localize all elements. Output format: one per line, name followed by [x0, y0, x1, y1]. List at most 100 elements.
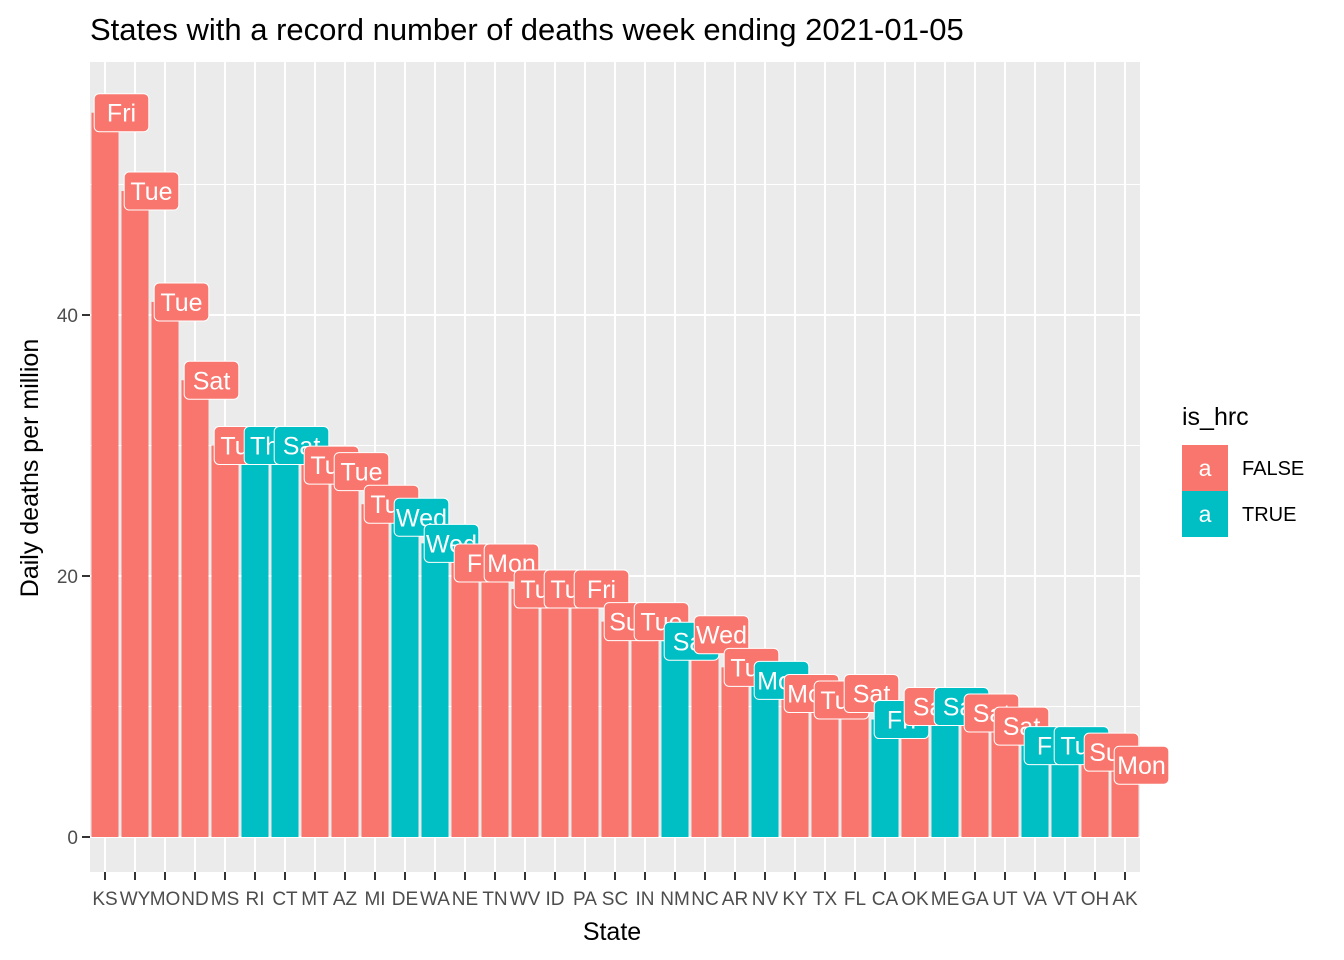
x-tick-label-AR: AR [722, 889, 748, 910]
bar-label-MO: Tue [153, 282, 210, 322]
y-axis: 0 20 40 [57, 306, 90, 849]
legend-key [1182, 445, 1228, 491]
y-axis-title: Daily deaths per million [16, 339, 44, 597]
x-tick-label-TN: TN [482, 889, 507, 910]
bar-ND [181, 380, 209, 837]
x-tick-label-FL: FL [844, 889, 866, 910]
x-tick-label-NM: NM [660, 889, 690, 910]
bar-NM [661, 641, 689, 837]
legend-key-glyph: a [1199, 455, 1212, 481]
bar-labels: FriTueTueSatTueThuSatTueTueTueWedWedFriM… [93, 93, 1170, 785]
bar-label-WY: Tue [123, 171, 180, 211]
x-tick-label-UT: UT [992, 889, 1018, 910]
x-tick-label-IN: IN [636, 889, 655, 910]
bar-label-PA: Fri [573, 569, 630, 609]
x-tick-label-KS: KS [92, 889, 117, 910]
bar-label-AZ: Tue [333, 452, 390, 492]
x-tick-label-WY: WY [120, 889, 151, 910]
bar-label-box [183, 360, 240, 400]
x-tick-label-OK: OK [901, 889, 929, 910]
bar-label-NC: Wed [693, 615, 750, 655]
x-tick-label-MS: MS [211, 889, 240, 910]
bar-NV [751, 680, 779, 837]
bar-PA [571, 589, 599, 837]
x-axis: KS WY MO ND MS RI CT MT AZ MI DE WA NE TN WV ID PA SC IN NM… [92, 872, 1138, 910]
x-tick-label-CA: CA [872, 889, 899, 910]
chart-title: States with a record number of deaths we… [90, 12, 964, 47]
x-tick-label-ID: ID [546, 889, 565, 910]
x-tick-label-GA: GA [961, 889, 989, 910]
bar-label-AK: Mon [1113, 745, 1170, 785]
x-tick-label-MI: MI [364, 889, 385, 910]
bar-label-box [333, 452, 390, 492]
bar-MT [301, 465, 329, 837]
bar-label-box [573, 569, 630, 609]
bar-KS [91, 112, 119, 838]
bar-label-box [153, 282, 210, 322]
y-tick-label: 40 [57, 306, 78, 327]
x-tick-label-SC: SC [602, 889, 628, 910]
x-tick-label-OH: OH [1081, 889, 1110, 910]
bar-label-text: Tue [130, 178, 172, 206]
bar-MI [361, 504, 389, 837]
x-tick-label-WA: WA [420, 889, 450, 910]
legend-item-true: a TRUE [1182, 491, 1296, 537]
bar-NE [451, 562, 479, 837]
bar-ID [541, 589, 569, 837]
x-tick-label-PA: PA [573, 889, 597, 910]
legend-label: TRUE [1242, 504, 1296, 526]
bar-SC [601, 621, 629, 837]
x-tick-label-DE: DE [392, 889, 418, 910]
legend: is_hrc a FALSE a TRUE [1182, 403, 1304, 537]
x-tick-label-NC: NC [691, 889, 718, 910]
bar-CA [871, 719, 899, 837]
bar-DE [391, 517, 419, 837]
bar-RI [241, 445, 269, 837]
bar-TX [811, 699, 839, 837]
y-tick-label: 20 [57, 567, 78, 588]
bar-AR [721, 667, 749, 837]
bar-KY [781, 693, 809, 837]
y-tick-label: 0 [67, 828, 78, 849]
bar-MO [151, 301, 179, 837]
legend-key [1182, 491, 1228, 537]
legend-label: FALSE [1242, 458, 1304, 480]
bar-label-box [123, 171, 180, 211]
bar-label-text: Mon [1117, 752, 1166, 780]
x-tick-label-VA: VA [1023, 889, 1047, 910]
x-tick-label-NV: NV [752, 889, 779, 910]
bar-WY [121, 191, 149, 837]
bar-label-text: Wed [696, 622, 747, 650]
x-tick-label-AK: AK [1112, 889, 1138, 910]
x-tick-label-ME: ME [931, 889, 960, 910]
bar-GA [961, 713, 989, 837]
bar-label-IN: Tue [633, 602, 690, 642]
bar-MS [211, 445, 239, 837]
x-tick-label-KY: KY [782, 889, 808, 910]
bar-CT [271, 445, 299, 837]
x-tick-label-MO: MO [150, 889, 181, 910]
x-tick-label-NE: NE [452, 889, 478, 910]
bar-IN [631, 621, 659, 837]
bar-label-text: Fri [587, 576, 616, 604]
bar-label-text: Tue [160, 289, 202, 317]
bar-label-box [1113, 745, 1170, 785]
legend-item-false: a FALSE [1182, 445, 1304, 491]
bar-label-ND: Sat [183, 360, 240, 400]
x-axis-title: State [583, 918, 641, 946]
legend-key-glyph: a [1199, 501, 1212, 527]
bar-label-KS: Fri [93, 93, 150, 133]
x-tick-label-AZ: AZ [333, 889, 358, 910]
bar-label-text: Tue [340, 459, 382, 487]
bar-label-box [93, 93, 150, 133]
bar-NC [691, 634, 719, 837]
x-tick-label-MT: MT [301, 889, 329, 910]
bar-TN [481, 562, 509, 837]
legend-title: is_hrc [1182, 403, 1249, 431]
bar-label-box [693, 615, 750, 655]
bar-WV [511, 589, 539, 837]
x-tick-label-CT: CT [272, 889, 298, 910]
x-tick-label-ND: ND [181, 889, 208, 910]
x-tick-label-RI: RI [246, 889, 265, 910]
